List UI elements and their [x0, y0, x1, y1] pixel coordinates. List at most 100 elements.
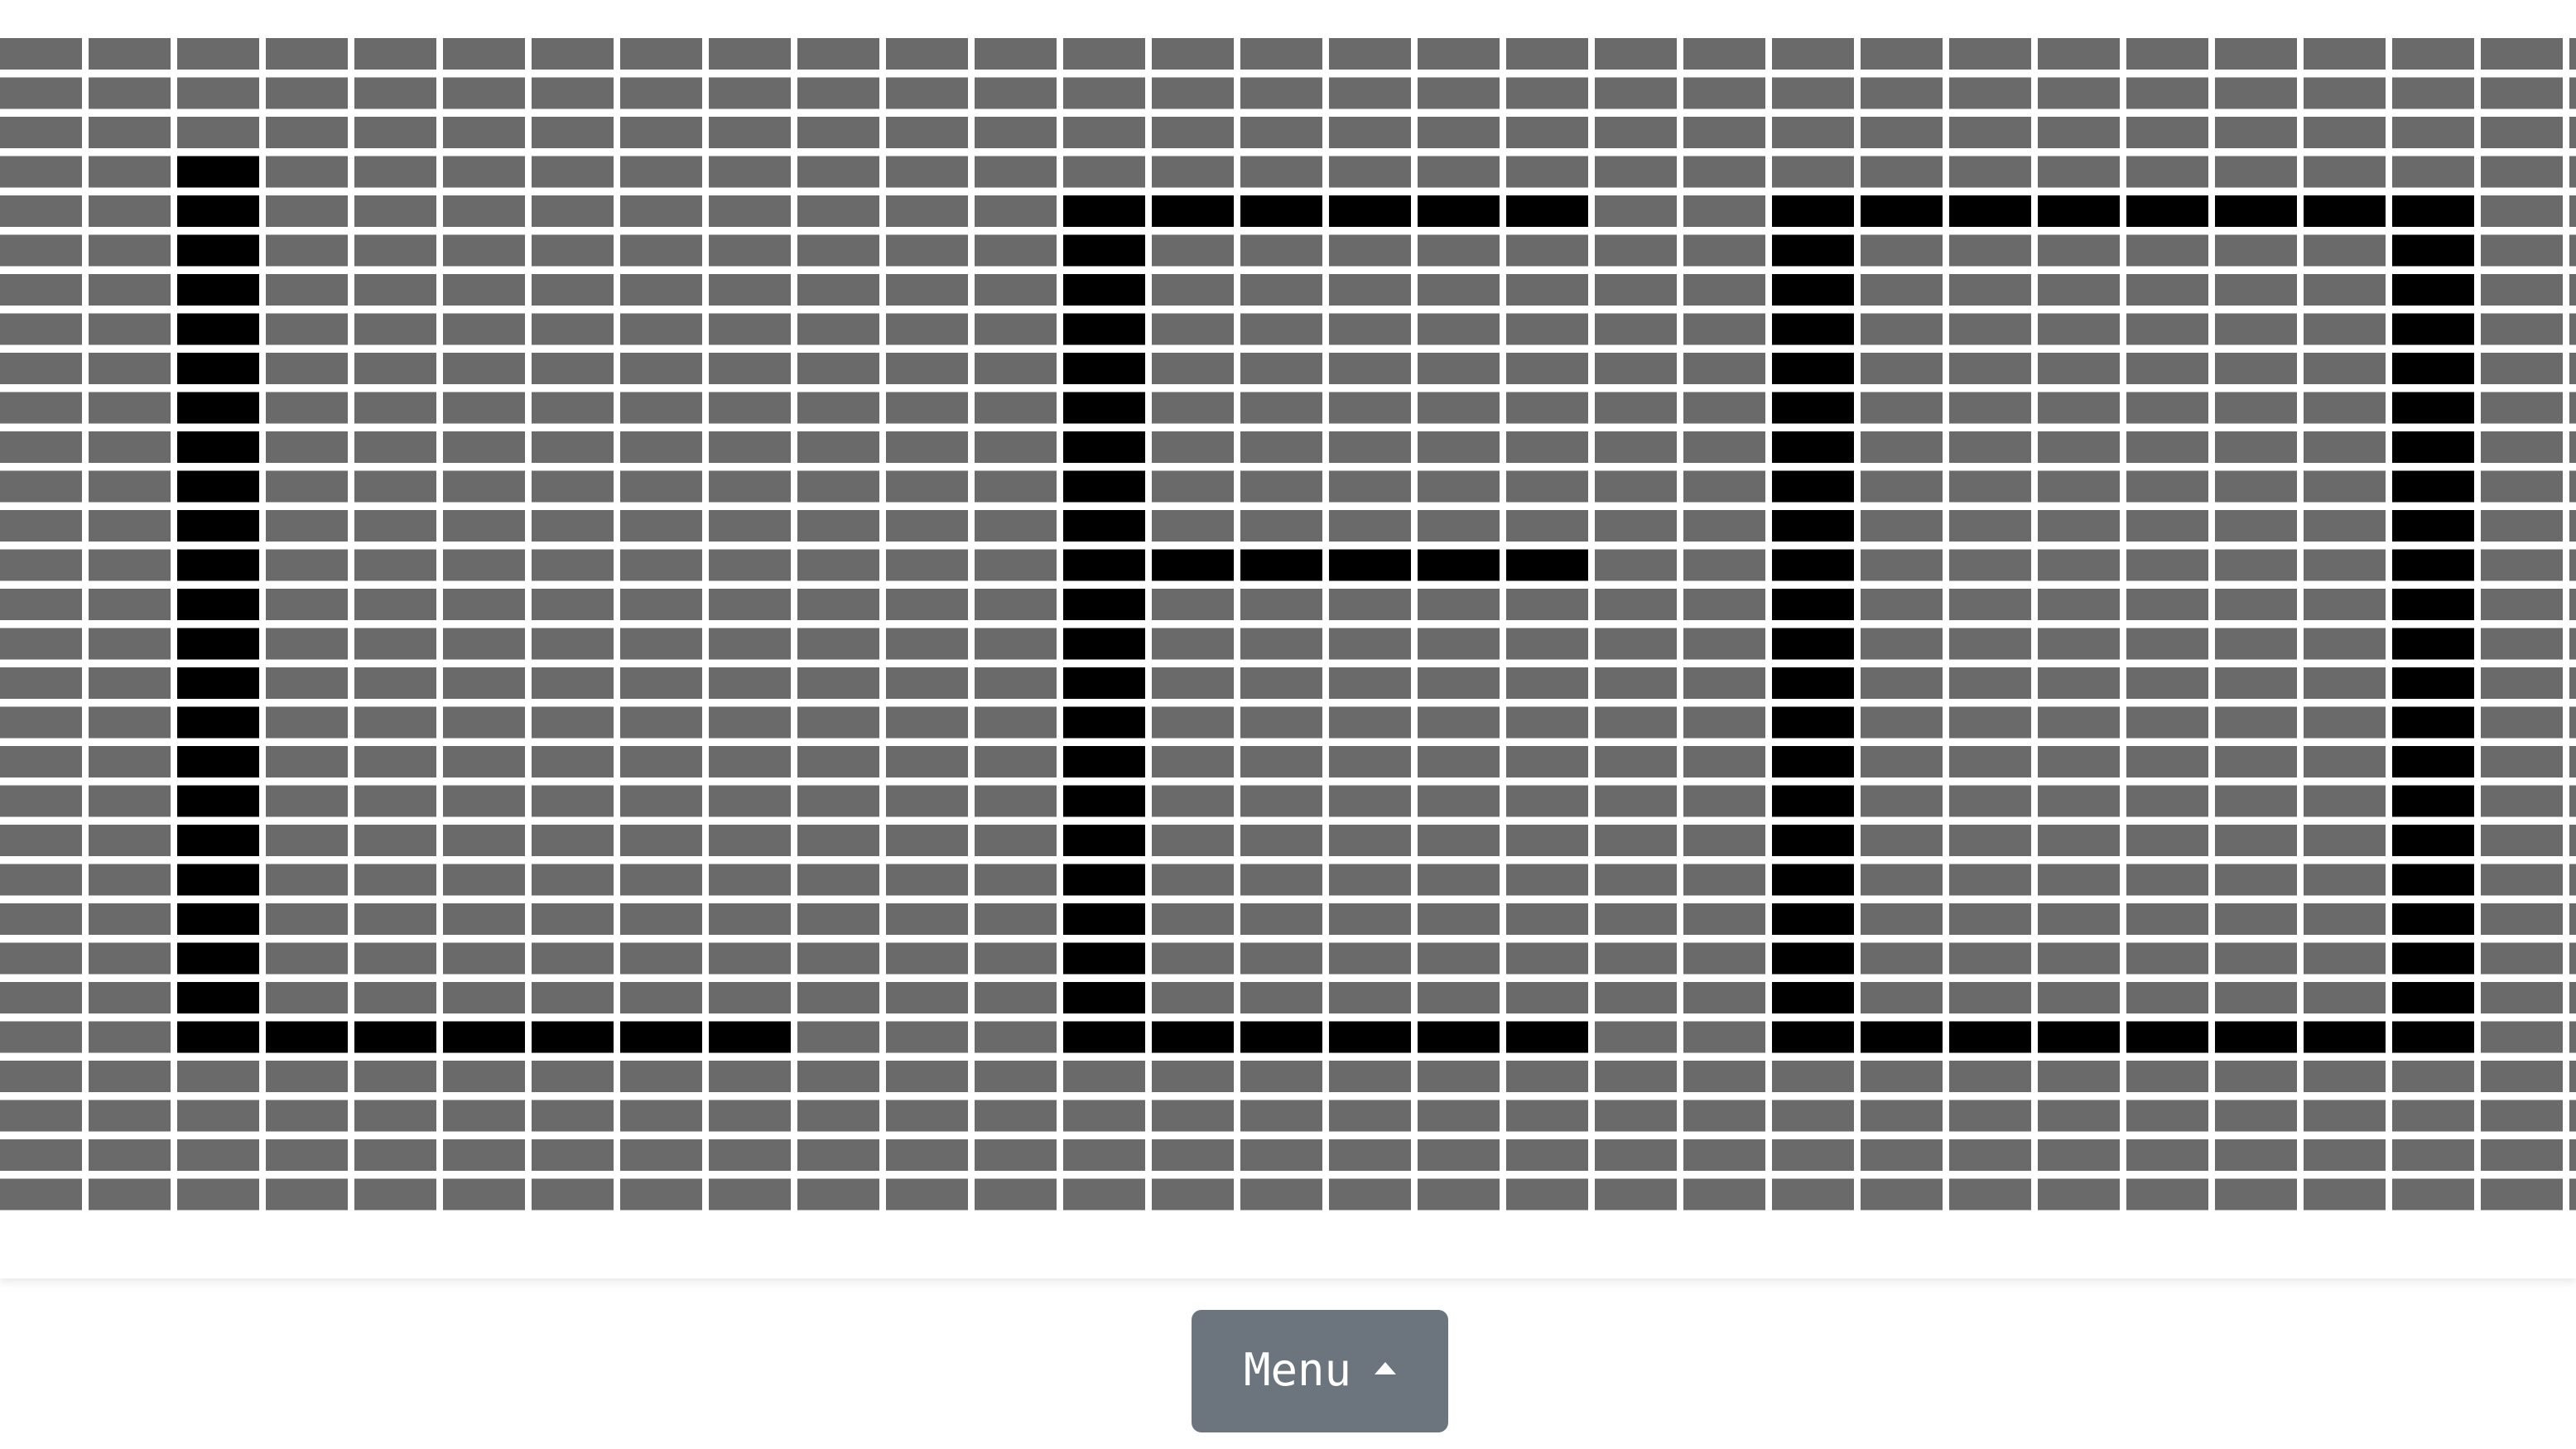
cell-off[interactable]: [1152, 77, 1234, 109]
cell-off[interactable]: [1772, 77, 1854, 109]
cell-on[interactable]: [1152, 195, 1234, 227]
cell-off[interactable]: [443, 38, 525, 70]
cell-off[interactable]: [89, 982, 171, 1013]
cell-off[interactable]: [532, 195, 614, 227]
cell-off[interactable]: [354, 628, 436, 660]
cell-off[interactable]: [1329, 353, 1411, 384]
cell-off[interactable]: [1329, 1178, 1411, 1211]
cell-off[interactable]: [620, 825, 702, 856]
cell-off[interactable]: [89, 470, 171, 503]
cell-off[interactable]: [1418, 982, 1500, 1013]
cell-off[interactable]: [2481, 785, 2563, 817]
cell-off[interactable]: [354, 1139, 436, 1171]
cell-off[interactable]: [2038, 470, 2120, 503]
cell-off[interactable]: [1595, 313, 1677, 345]
cell-off[interactable]: [1240, 77, 1322, 109]
cell-off[interactable]: [1152, 392, 1234, 424]
cell-off[interactable]: [2304, 234, 2386, 267]
cell-off[interactable]: [89, 746, 171, 777]
cell-off[interactable]: [1861, 156, 1943, 188]
cell-off[interactable]: [1861, 117, 1943, 148]
cell-off[interactable]: [2481, 982, 2563, 1013]
cell-off[interactable]: [1063, 117, 1145, 148]
cell-off[interactable]: [975, 549, 1057, 581]
cell-off[interactable]: [2215, 706, 2297, 739]
cell-off[interactable]: [1683, 1061, 1765, 1092]
cell-off[interactable]: [2481, 1021, 2563, 1053]
cell-off[interactable]: [2126, 274, 2208, 306]
cell-off[interactable]: [2126, 234, 2208, 267]
cell-off[interactable]: [975, 942, 1057, 975]
cell-off[interactable]: [2569, 117, 2576, 148]
cell-off[interactable]: [354, 195, 436, 227]
cell-off[interactable]: [1506, 510, 1588, 542]
cell-off[interactable]: [2215, 156, 2297, 188]
cell-off[interactable]: [2569, 470, 2576, 503]
cell-off[interactable]: [620, 156, 702, 188]
cell-off[interactable]: [443, 117, 525, 148]
cell-off[interactable]: [886, 1178, 968, 1211]
cell-off[interactable]: [975, 234, 1057, 267]
cell-off[interactable]: [709, 785, 791, 817]
cell-off[interactable]: [709, 77, 791, 109]
cell-off[interactable]: [2569, 1061, 2576, 1092]
cell-off[interactable]: [1063, 1100, 1145, 1132]
cell-off[interactable]: [2126, 510, 2208, 542]
cell-on[interactable]: [2392, 785, 2474, 817]
cell-off[interactable]: [2038, 746, 2120, 777]
cell-off[interactable]: [89, 1139, 171, 1171]
cell-off[interactable]: [709, 1100, 791, 1132]
cell-off[interactable]: [354, 746, 436, 777]
cell-off[interactable]: [2392, 1061, 2474, 1092]
cell-off[interactable]: [886, 313, 968, 345]
cell-off[interactable]: [0, 117, 82, 148]
cell-off[interactable]: [1063, 1178, 1145, 1211]
cell-off[interactable]: [1418, 589, 1500, 620]
cell-off[interactable]: [1683, 628, 1765, 660]
cell-off[interactable]: [266, 825, 348, 856]
cell-off[interactable]: [886, 392, 968, 424]
cell-off[interactable]: [1152, 234, 1234, 267]
cell-off[interactable]: [1240, 38, 1322, 70]
cell-off[interactable]: [1329, 589, 1411, 620]
cell-off[interactable]: [2038, 234, 2120, 267]
cell-on[interactable]: [2392, 274, 2474, 306]
cell-off[interactable]: [1506, 982, 1588, 1013]
cell-off[interactable]: [1949, 274, 2031, 306]
cell-off[interactable]: [2304, 1139, 2386, 1171]
cell-off[interactable]: [443, 549, 525, 581]
cell-off[interactable]: [1418, 864, 1500, 896]
cell-on[interactable]: [1772, 274, 1854, 306]
cell-off[interactable]: [1949, 982, 2031, 1013]
cell-off[interactable]: [1152, 746, 1234, 777]
cell-off[interactable]: [0, 589, 82, 620]
cell-on[interactable]: [2304, 195, 2386, 227]
cell-off[interactable]: [620, 706, 702, 739]
cell-off[interactable]: [532, 392, 614, 424]
cell-off[interactable]: [1683, 589, 1765, 620]
cell-off[interactable]: [2569, 1139, 2576, 1171]
cell-on[interactable]: [1772, 549, 1854, 581]
cell-off[interactable]: [266, 549, 348, 581]
cell-off[interactable]: [266, 628, 348, 660]
cell-off[interactable]: [886, 589, 968, 620]
cell-on[interactable]: [2215, 1021, 2297, 1053]
cell-off[interactable]: [89, 510, 171, 542]
cell-off[interactable]: [2481, 77, 2563, 109]
cell-off[interactable]: [2126, 353, 2208, 384]
cell-off[interactable]: [1683, 195, 1765, 227]
cell-off[interactable]: [620, 746, 702, 777]
cell-off[interactable]: [2038, 864, 2120, 896]
cell-off[interactable]: [1772, 1178, 1854, 1211]
cell-off[interactable]: [1329, 510, 1411, 542]
cell-off[interactable]: [1240, 1100, 1322, 1132]
cell-off[interactable]: [2481, 825, 2563, 856]
cell-off[interactable]: [2126, 1139, 2208, 1171]
cell-off[interactable]: [709, 38, 791, 70]
cell-off[interactable]: [975, 470, 1057, 503]
cell-off[interactable]: [89, 825, 171, 856]
cell-off[interactable]: [1861, 470, 1943, 503]
cell-off[interactable]: [620, 549, 702, 581]
cell-off[interactable]: [354, 313, 436, 345]
cell-off[interactable]: [2215, 117, 2297, 148]
